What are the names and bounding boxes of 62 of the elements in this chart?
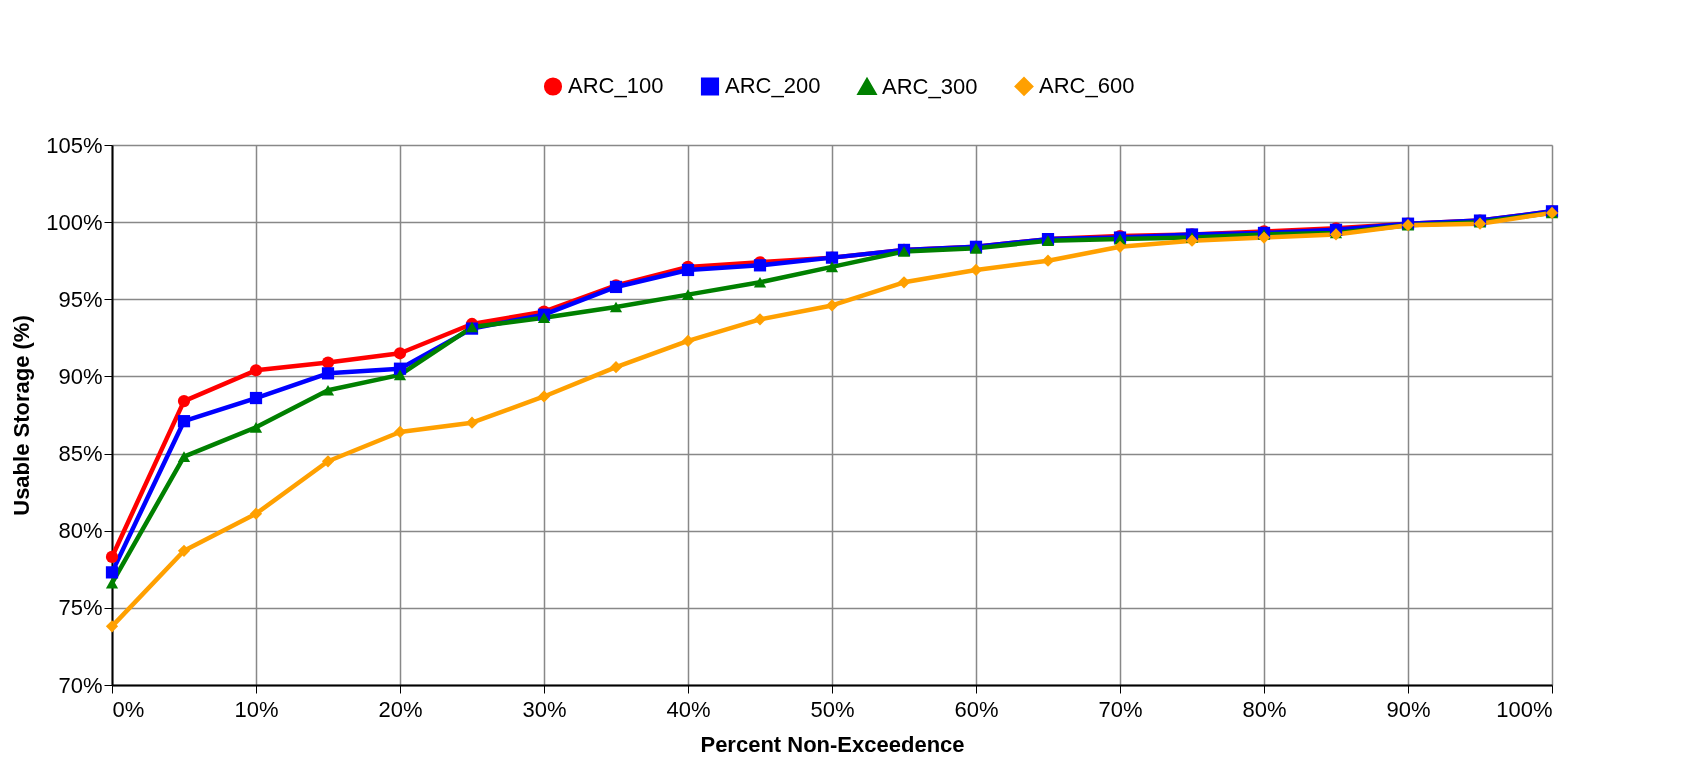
- y-tick-label: 75%: [58, 595, 103, 621]
- y-tick-label: 90%: [58, 363, 103, 389]
- point: [177, 544, 191, 557]
- y-tick-label: 105%: [46, 132, 103, 158]
- point: [321, 455, 335, 468]
- point: [393, 425, 407, 439]
- point: [609, 361, 623, 374]
- point: [177, 451, 191, 462]
- point: [753, 313, 767, 326]
- y-tick-label: 70%: [58, 672, 103, 698]
- x-tick-label: 100%: [1496, 696, 1553, 722]
- x-tick-label: 70%: [1098, 696, 1143, 722]
- legend-label: ARC_200: [725, 73, 821, 99]
- point: [105, 550, 119, 564]
- legend-label: ARC_600: [1039, 73, 1135, 99]
- point: [249, 391, 263, 405]
- x-tick-label: 30%: [522, 696, 567, 722]
- point: [249, 422, 263, 433]
- x-tick-label: 60%: [954, 696, 999, 722]
- point: [321, 385, 335, 396]
- point: [825, 261, 839, 273]
- legend-label: ARC_300: [882, 73, 978, 99]
- point: [609, 301, 623, 313]
- point: [321, 356, 335, 369]
- point: [1257, 231, 1271, 244]
- x-tick-label: 50%: [810, 696, 855, 722]
- point: [393, 369, 407, 381]
- point: [105, 620, 119, 633]
- point: [177, 395, 191, 408]
- x-tick-label: 90%: [1386, 696, 1431, 722]
- point: [681, 334, 695, 348]
- point: [177, 415, 191, 428]
- y-tick-label: 85%: [58, 441, 103, 467]
- x-tick-label: 40%: [666, 696, 711, 722]
- y-axis-title: Usable Storage (%): [9, 315, 35, 516]
- point: [537, 390, 551, 403]
- point: [249, 507, 263, 520]
- point: [969, 263, 983, 277]
- point: [321, 367, 335, 380]
- point: [249, 364, 263, 377]
- y-tick-label: 95%: [58, 286, 103, 312]
- point: [681, 289, 695, 300]
- y-tick-label: 80%: [58, 518, 103, 544]
- x-axis-title: Percent Non-Exceedence: [700, 731, 965, 757]
- point: [105, 577, 119, 589]
- x-tick-label: 10%: [234, 696, 279, 722]
- point: [897, 276, 911, 289]
- point: [1041, 254, 1055, 267]
- legend-label: ARC_100: [568, 73, 664, 99]
- point: [393, 347, 407, 360]
- point: [1113, 240, 1127, 253]
- y-tick-label: 100%: [46, 209, 103, 235]
- point: [681, 263, 695, 277]
- point: [465, 416, 479, 429]
- point: [537, 312, 551, 324]
- point: [105, 566, 119, 579]
- point: [753, 277, 767, 288]
- x-tick-label: 0%: [112, 696, 145, 722]
- x-tick-label: 20%: [378, 696, 423, 722]
- point: [825, 299, 839, 312]
- x-tick-label: 80%: [1242, 696, 1287, 722]
- point: [1185, 234, 1199, 247]
